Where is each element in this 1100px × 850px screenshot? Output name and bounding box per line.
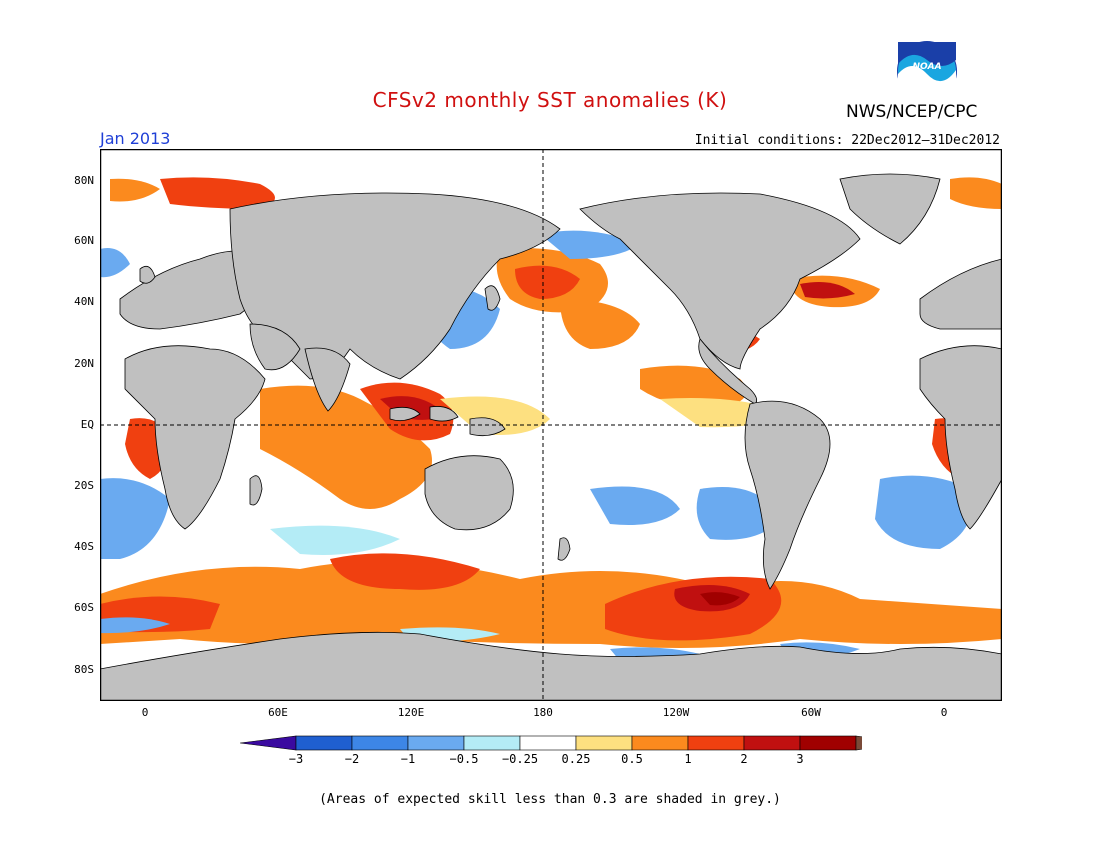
- colorbar-segment: [687, 735, 745, 751]
- colorbar-tick-label: 2: [740, 752, 748, 766]
- longitude-label: 180: [533, 706, 553, 719]
- latitude-label: 20N: [74, 357, 94, 370]
- longitude-label: 0: [940, 706, 948, 719]
- agency-label: NWS/NCEP/CPC: [846, 102, 978, 122]
- month-label: Jan 2013: [100, 129, 171, 148]
- colorbar: [240, 735, 862, 751]
- colorbar-segment: [799, 735, 857, 751]
- map-title: CFSv2 monthly SST anomalies (K): [372, 88, 728, 112]
- colorbar-arrow-low: [240, 735, 297, 751]
- colorbar-tick-label: 0.25: [561, 752, 591, 766]
- latitude-label: 40N: [74, 295, 94, 308]
- anomaly-patches: [100, 177, 1002, 662]
- colorbar-segment: [351, 735, 409, 751]
- latitude-label: EQ: [80, 418, 94, 431]
- colorbar-segment: [463, 735, 521, 751]
- svg-text:NOAA: NOAA: [912, 62, 941, 72]
- initial-conditions-label: Initial conditions: 22Dec2012–31Dec2012: [694, 133, 1000, 148]
- longitude-label: 60E: [268, 706, 288, 719]
- colorbar-arrow-high: [855, 735, 862, 751]
- colorbar-segment: [519, 735, 577, 751]
- longitude-label: 120W: [662, 706, 690, 719]
- colorbar-tick-label: −0.5: [449, 752, 479, 766]
- longitude-label: 60W: [801, 706, 821, 719]
- colorbar-segment: [295, 735, 353, 751]
- latitude-label: 60N: [74, 234, 94, 247]
- colorbar-tick-label: −3: [288, 752, 304, 766]
- land-masses: [100, 173, 1002, 701]
- latitude-label: 20S: [74, 479, 94, 492]
- latitude-label: 60S: [74, 601, 94, 614]
- longitude-label: 0: [141, 706, 149, 719]
- colorbar-segment: [407, 735, 465, 751]
- colorbar-segment: [575, 735, 633, 751]
- map-frame: [100, 149, 1002, 701]
- sst-anomaly-map: [100, 149, 1002, 701]
- colorbar-tick-label: −0.25: [501, 752, 539, 766]
- noaa-logo: NOAA: [897, 41, 957, 102]
- latitude-label: 80S: [74, 663, 94, 676]
- colorbar-tick-label: 3: [796, 752, 804, 766]
- colorbar-segment: [631, 735, 689, 751]
- longitude-label: 120E: [397, 706, 425, 719]
- colorbar-tick-label: 0.5: [621, 752, 643, 766]
- colorbar-tick-label: −2: [344, 752, 360, 766]
- latitude-label: 40S: [74, 540, 94, 553]
- colorbar-tick-label: 1: [684, 752, 692, 766]
- colorbar-segment: [743, 735, 801, 751]
- latitude-label: 80N: [74, 174, 94, 187]
- footnote: (Areas of expected skill less than 0.3 a…: [319, 792, 781, 807]
- colorbar-tick-label: −1: [400, 752, 416, 766]
